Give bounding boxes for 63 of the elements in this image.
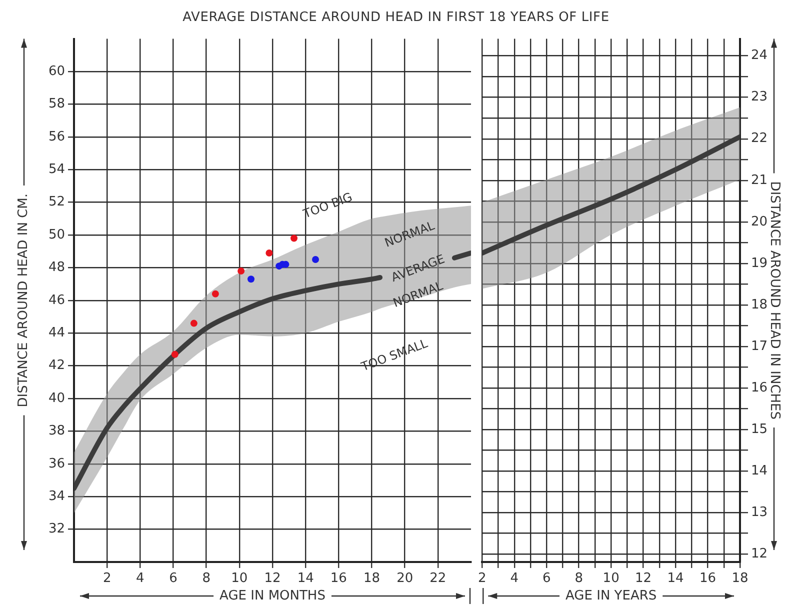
y-tick-label: 54 [48, 162, 65, 177]
y-tick-label: 46 [48, 292, 65, 308]
x-tick-label: 16 [699, 571, 716, 586]
point [238, 267, 245, 274]
y-tick-label: 50 [48, 227, 65, 242]
y-tick-label: 58 [48, 96, 65, 112]
x-tick-label: 6 [542, 571, 551, 586]
x-tick-label: 6 [169, 571, 178, 586]
y2-tick-label: 23 [751, 90, 768, 105]
y-tick-label: 40 [48, 390, 65, 406]
y-tick-label: 34 [48, 488, 65, 504]
y2-tick-label: 24 [751, 48, 768, 64]
x-axis-title: AGE IN YEARS [566, 588, 657, 604]
annotation: TOO BIG [300, 190, 354, 222]
x-tick-label: 16 [330, 571, 347, 586]
point [190, 320, 198, 327]
x-tick-label: 22 [430, 571, 446, 586]
y2-tick-label: 18 [751, 297, 768, 312]
point [212, 290, 219, 298]
y-tick-label: 60 [48, 64, 65, 79]
x-tick-label: 12 [264, 571, 281, 586]
point [290, 234, 298, 242]
x-tick-label: 8 [574, 571, 583, 586]
y-tick-label: 48 [48, 260, 65, 276]
y-axis-title: DISTANCE AROUND HEAD IN CM. [16, 194, 32, 408]
annotation: TOO SMALL [358, 336, 430, 374]
x-tick-label: 4 [510, 571, 519, 586]
x-tick-label: 18 [363, 571, 380, 586]
y2-tick-label: 19 [751, 256, 768, 271]
x-tick-label: 2 [102, 571, 112, 586]
y-tick-label: 32 [48, 522, 65, 537]
y-tick-label: 42 [48, 358, 65, 374]
y-tick-label: 38 [48, 424, 65, 439]
point [247, 276, 254, 283]
y2-tick-label: 12 [751, 546, 768, 562]
x-tick-label: 4 [136, 571, 144, 586]
x-tick-label: 12 [635, 571, 652, 586]
x-axis-title: AGE IN MONTHS [220, 588, 326, 604]
y2-tick-label: 13 [751, 504, 768, 520]
x-tick-label: 18 [732, 571, 748, 586]
point [171, 350, 178, 358]
y-tick-label: 44 [48, 325, 65, 340]
y2-axis-title: DISTANCE AROUND HEAD IN INCHES [766, 181, 782, 420]
x-tick-label: 2 [478, 571, 486, 586]
x-tick-label: 14 [297, 571, 314, 586]
y2-tick-label: 20 [751, 214, 768, 230]
x-tick-label: 10 [231, 571, 248, 586]
x-tick-label: 8 [202, 571, 210, 586]
y2-tick-label: 22 [751, 131, 768, 146]
chart-title: AVERAGE DISTANCE AROUND HEAD IN FIRST 18 YEARS OF LIFE [182, 9, 610, 27]
y2-tick-label: 17 [751, 338, 768, 354]
y2-tick-label: 15 [751, 422, 768, 437]
y-tick-label: 36 [48, 456, 65, 472]
y-tick-label: 56 [48, 129, 65, 144]
y2-tick-label: 16 [751, 380, 768, 396]
y2-tick-label: 14 [751, 463, 768, 478]
point [312, 256, 320, 264]
x-tick-label: 14 [667, 571, 684, 586]
y2-tick-label: 21 [751, 172, 768, 188]
x-tick-label: 10 [602, 571, 620, 586]
x-tick-label: 20 [396, 571, 414, 586]
y-tick-label: 52 [48, 194, 65, 210]
point [266, 249, 273, 256]
